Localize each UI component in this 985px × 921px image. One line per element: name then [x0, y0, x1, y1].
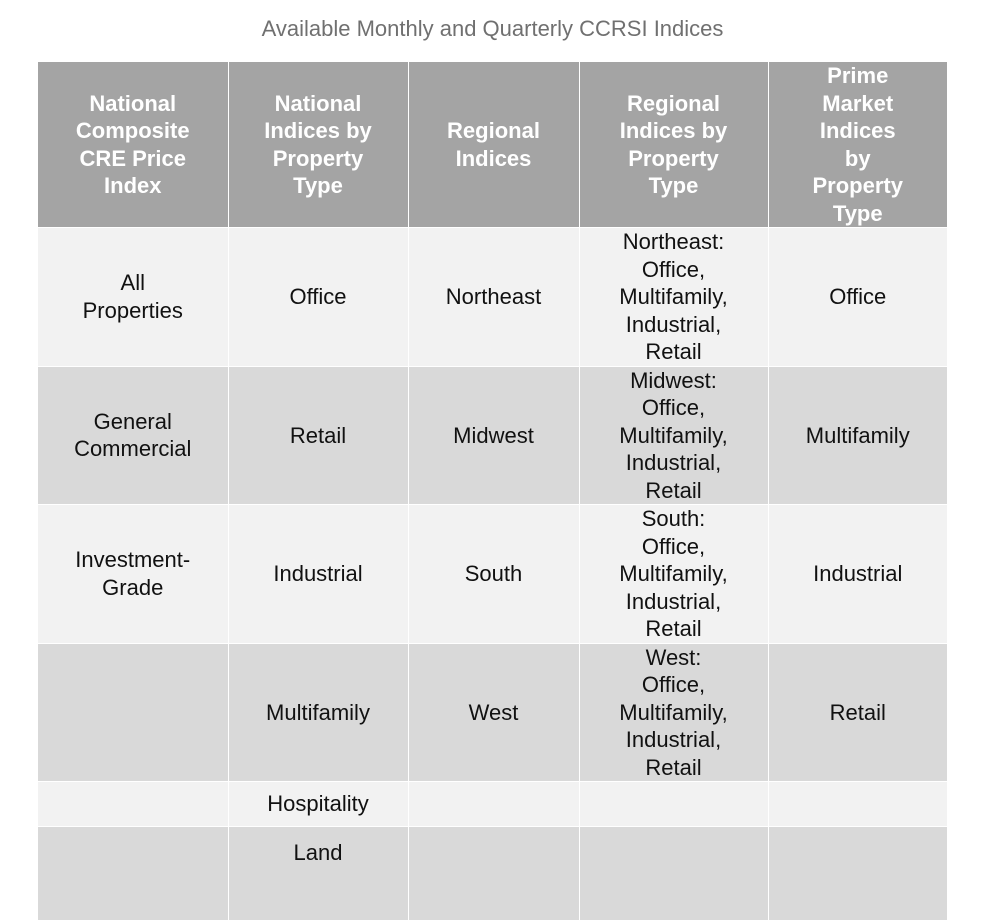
table-cell: Multifamily	[228, 643, 409, 782]
header-regional-indices: Regional Indices	[408, 62, 580, 228]
table-cell	[38, 643, 229, 782]
table-cell	[768, 781, 947, 827]
table-row: General Commercial Retail Midwest Midwes…	[38, 366, 947, 505]
table-cell: Industrial	[228, 504, 409, 644]
table-row: Multifamily West West: Office, Multifami…	[38, 643, 947, 782]
table-row: Investment- Grade Industrial South South…	[38, 504, 947, 644]
table-row: Land	[38, 826, 947, 921]
header-national-by-property-type: National Indices by Property Type	[228, 62, 409, 228]
table-cell: West: Office, Multifamily, Industrial, R…	[579, 643, 769, 782]
header-regional-by-property-type: Regional Indices by Property Type	[579, 62, 769, 228]
table-cell: Retail	[768, 643, 947, 782]
table-cell: Investment- Grade	[38, 504, 229, 644]
table-cell: All Properties	[38, 227, 229, 367]
table-cell	[768, 826, 947, 921]
page-title: Available Monthly and Quarterly CCRSI In…	[261, 16, 724, 41]
table-cell: Hospitality	[228, 781, 409, 827]
table-cell: Office	[228, 227, 409, 367]
table-cell	[38, 781, 229, 827]
table-cell: Midwest	[408, 366, 580, 505]
table-cell: South: Office, Multifamily, Industrial, …	[579, 504, 769, 644]
table-cell: General Commercial	[38, 366, 229, 505]
table-cell: Office	[768, 227, 947, 367]
table-cell: Retail	[228, 366, 409, 505]
header-national-composite: National Composite CRE Price Index	[38, 62, 229, 228]
table-cell: Northeast: Office, Multifamily, Industri…	[579, 227, 769, 367]
header-prime-market-by-property-type: Prime Market Indices by Property Type	[768, 62, 947, 228]
table-cell: West	[408, 643, 580, 782]
table-cell: Multifamily	[768, 366, 947, 505]
table-header-row: National Composite CRE Price Index Natio…	[38, 62, 947, 228]
table-cell	[579, 781, 769, 827]
table-cell: South	[408, 504, 580, 644]
table-cell	[408, 781, 580, 827]
table-row: All Properties Office Northeast Northeas…	[38, 227, 947, 367]
table-cell: Midwest: Office, Multifamily, Industrial…	[579, 366, 769, 505]
table-cell	[579, 826, 769, 921]
table-cell: Industrial	[768, 504, 947, 644]
table-cell: Land	[228, 826, 409, 921]
ccrsi-indices-table: National Composite CRE Price Index Natio…	[38, 62, 947, 921]
table-row: Hospitality	[38, 781, 947, 827]
table-cell: Northeast	[408, 227, 580, 367]
table-cell	[38, 826, 229, 921]
table-cell	[408, 826, 580, 921]
